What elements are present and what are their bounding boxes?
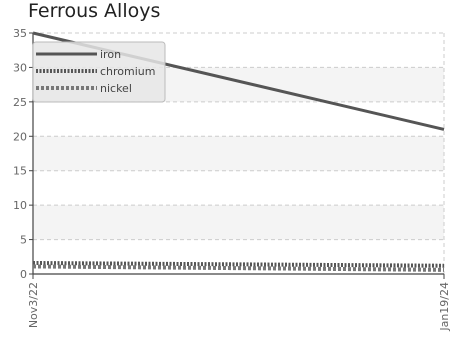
x-tick-label: Jan19/24 [438,282,451,332]
band-15 [33,136,444,171]
y-tick-label: 0 [20,268,27,281]
y-tick-label: 20 [13,130,27,143]
y-tick-label: 10 [13,199,27,212]
y-tick-label: 5 [20,234,27,247]
series-line-nickel [32,264,445,272]
legend: iron chromium nickel [32,41,166,103]
y-tick-label: 30 [13,61,27,74]
x-tick-label: Nov3/22 [27,282,40,328]
y-tick-label: 25 [13,96,27,109]
y-tick-label: 15 [13,165,27,178]
legend-label-iron: iron [100,48,121,61]
y-tick-labels: 0 5 10 15 20 25 30 35 [13,27,27,281]
chart-title: Ferrous Alloys [28,0,161,22]
legend-label-nickel: nickel [100,82,132,95]
band-5 [33,205,444,240]
y-tick-label: 35 [13,27,27,40]
legend-label-chromium: chromium [100,65,156,78]
x-tick-labels: Nov3/22 Jan19/24 [27,282,451,332]
